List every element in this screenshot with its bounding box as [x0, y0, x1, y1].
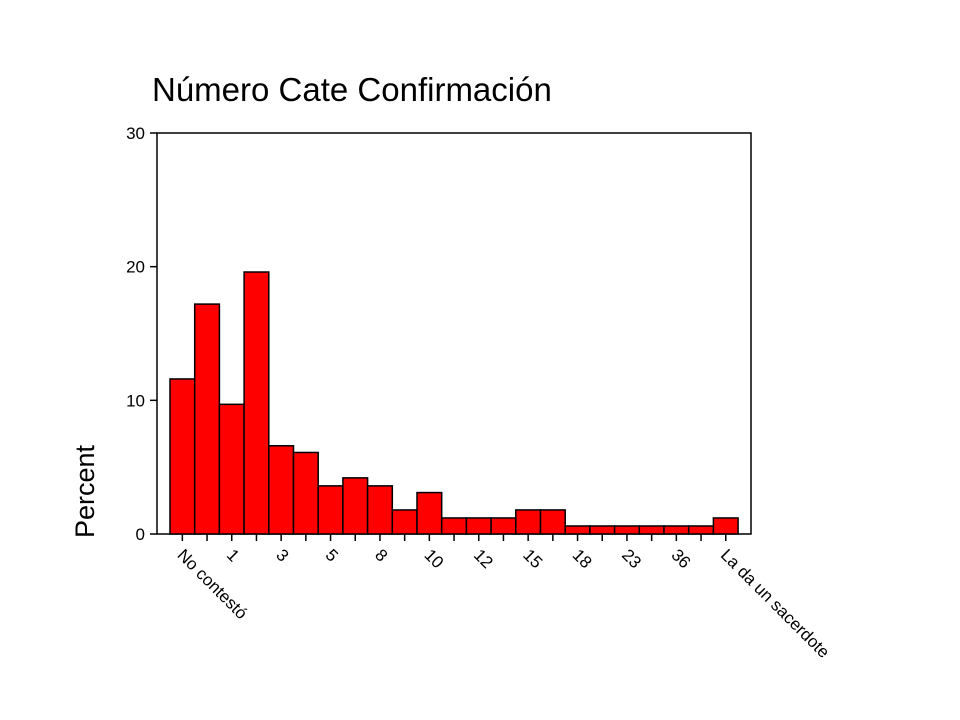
- x-tick-label: 36: [668, 545, 695, 572]
- x-tick-label: 10: [421, 545, 448, 572]
- bar: [416, 491, 443, 535]
- x-tick-label: 5: [322, 545, 342, 565]
- y-tick-label: 30: [126, 124, 145, 143]
- bar: [292, 451, 319, 535]
- y-tick-label: 20: [126, 258, 145, 277]
- bar: [638, 525, 665, 535]
- bar: [440, 517, 468, 535]
- x-tick-label: 3: [272, 545, 292, 565]
- x-tick-label: 8: [371, 545, 391, 565]
- bar: [515, 509, 542, 535]
- x-tick-label: 12: [470, 545, 497, 572]
- y-axis-label: Percent: [70, 444, 100, 538]
- x-tick-label: 23: [618, 545, 645, 572]
- bar: [366, 485, 394, 535]
- x-tick-label: 1: [223, 545, 243, 565]
- bar: [687, 525, 715, 535]
- x-tick-label: La da un sacerdote: [717, 545, 833, 661]
- bar: [342, 477, 369, 535]
- x-tick-label: 18: [569, 545, 596, 572]
- bar: [317, 485, 344, 535]
- chart-title: Número Cate Confirmación: [152, 71, 552, 108]
- bar: [243, 271, 270, 535]
- y-axis: 0 10 20 30: [126, 124, 157, 544]
- bar: [613, 525, 641, 535]
- bar: [564, 525, 591, 535]
- bar: [663, 525, 690, 535]
- bar: [490, 517, 517, 535]
- y-tick-label: 0: [136, 525, 145, 544]
- bar: [539, 509, 566, 535]
- bar: [391, 509, 418, 535]
- bar: [589, 525, 616, 535]
- y-tick-label: 10: [126, 391, 145, 410]
- bar: [712, 517, 739, 535]
- x-tick-label: No contestó: [174, 545, 252, 623]
- bar: [268, 445, 295, 535]
- bar: [218, 403, 245, 535]
- x-tick-label: 15: [519, 545, 546, 572]
- bar: [193, 303, 221, 535]
- bar: [169, 378, 196, 535]
- bar: [465, 517, 492, 535]
- bars-group: [169, 271, 739, 535]
